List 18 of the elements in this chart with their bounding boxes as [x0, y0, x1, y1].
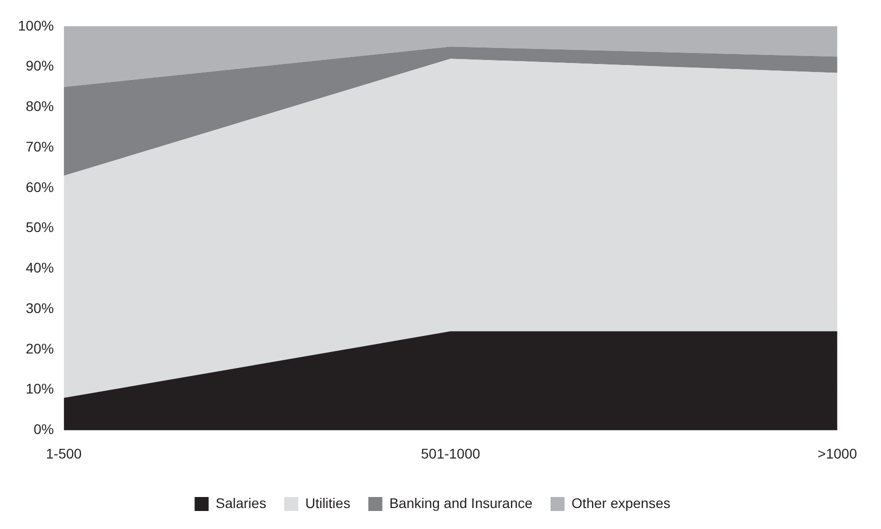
y-tick-label: 80%	[26, 98, 54, 114]
y-tick-label: 100%	[18, 17, 54, 34]
y-tick-label: 40%	[26, 260, 54, 276]
legend-label: Salaries	[216, 494, 266, 511]
y-tick-label: 30%	[26, 300, 54, 316]
y-tick-label: 60%	[26, 178, 54, 195]
legend-label: Other expenses	[572, 494, 670, 511]
y-tick-label: 10%	[26, 380, 54, 397]
y-tick-label: 90%	[26, 58, 54, 74]
y-tick-label: 20%	[26, 340, 54, 356]
legend-label: Banking and Insurance	[389, 494, 533, 511]
x-tick-label: 501-1000	[420, 445, 480, 462]
x-tick-label: >1000	[818, 445, 858, 462]
legend-label: Utilities	[305, 494, 350, 511]
y-tick-label: 50%	[26, 219, 54, 236]
y-tick-label: 0%	[34, 421, 54, 438]
x-tick-label: 1-500	[46, 445, 82, 462]
y-tick-label: 70%	[26, 138, 54, 154]
